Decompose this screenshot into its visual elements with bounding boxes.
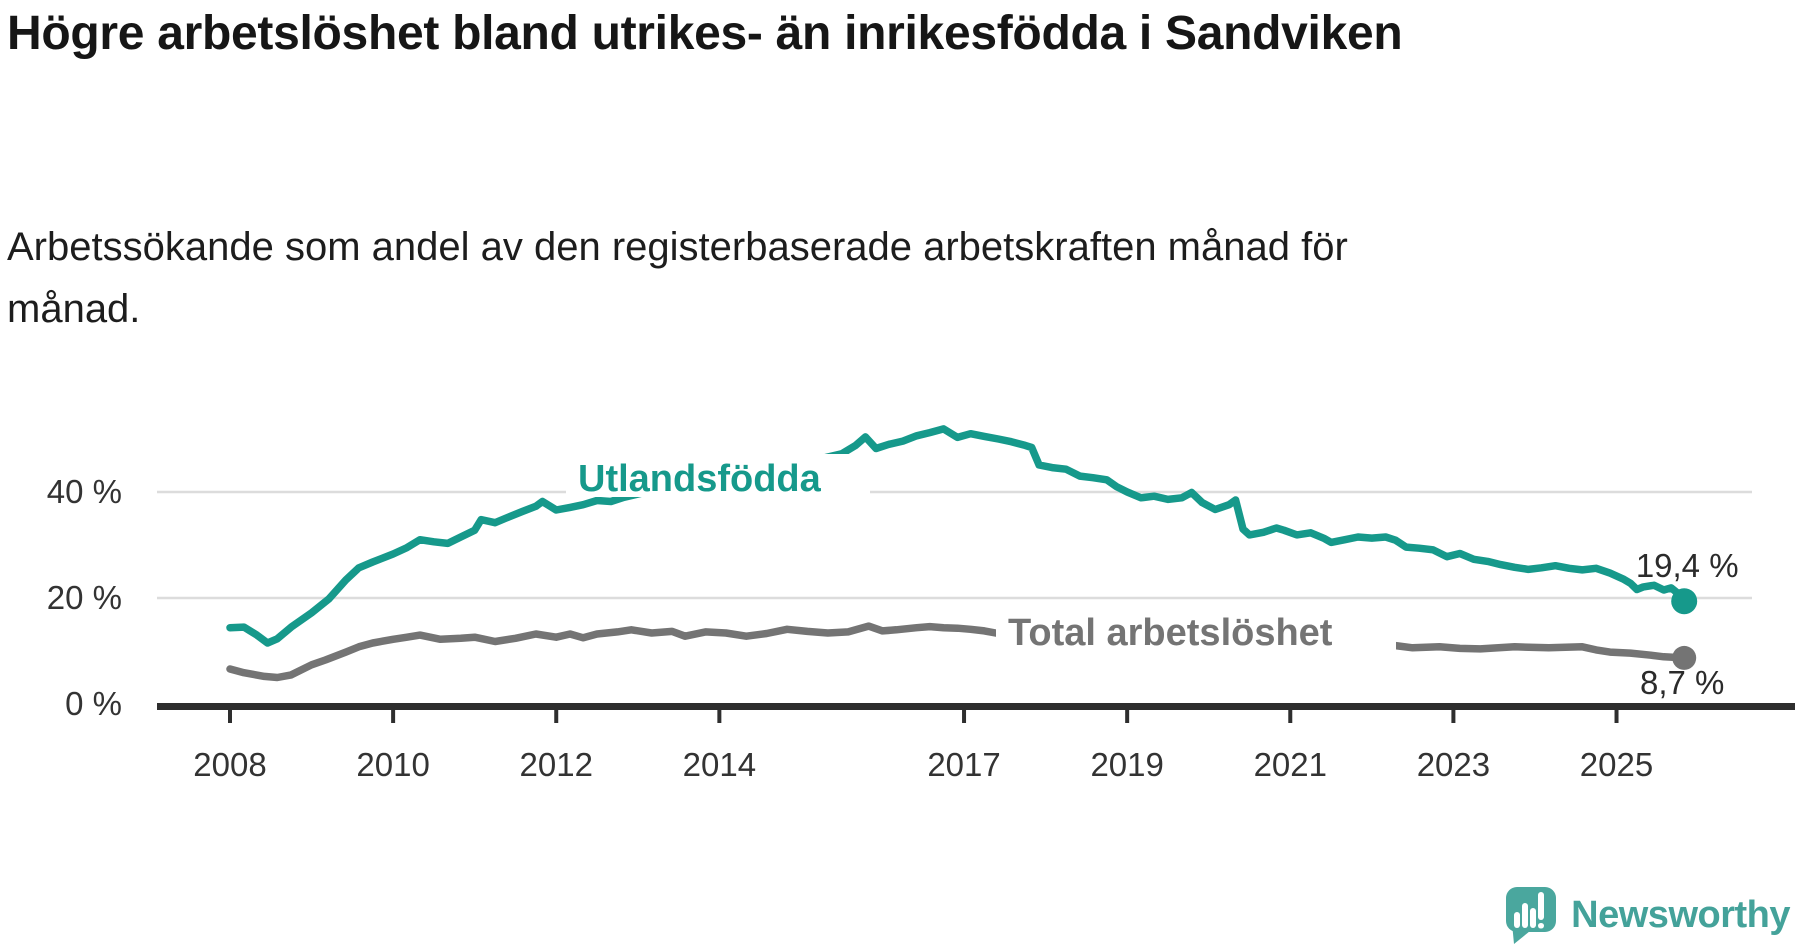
series-line-utlandsfodda: [226, 425, 1688, 647]
label-halo-total-arbetsloshet: [996, 607, 1396, 653]
newsworthy-logo-icon: [1506, 887, 1557, 944]
speech-bubble-tail: [1512, 923, 1531, 944]
end-value-utlandsfodda: 19,4 %: [1636, 547, 1739, 584]
y-tick-label: 0 %: [65, 685, 122, 722]
x-tick-label: 2012: [520, 746, 593, 783]
end-dot-utlandsfodda: [1671, 588, 1698, 615]
x-tick-label: 2014: [683, 746, 756, 783]
page-title: Högre arbetslöshet bland utrikes- än inr…: [7, 7, 1403, 60]
x-tick-label: 2010: [356, 746, 429, 783]
y-tick-label: 20 %: [47, 579, 122, 616]
x-tick-label: 2017: [927, 746, 1000, 783]
newsworthy-wordmark: Newsworthy: [1571, 894, 1790, 936]
y-axis-labels: 40 % 20 % 0 %: [47, 473, 122, 722]
x-tick-label: 2008: [193, 746, 266, 783]
series-label-utlandsfodda: Utlandsfödda: [578, 458, 822, 500]
x-axis-line: [157, 703, 1795, 710]
x-axis-labels: 2008 2010 2012 2014 2017 2019 2021 2023 2025: [193, 746, 1653, 783]
x-axis-ticks: [228, 710, 1619, 723]
chart-subtitle: Arbetssökande som andel av den registerb…: [7, 225, 1348, 331]
label-halo-utlandsfodda: [566, 454, 870, 497]
y-tick-label: 40 %: [47, 473, 122, 510]
x-tick-label: 2019: [1090, 746, 1163, 783]
end-value-total-arbetsloshet: 8,7 %: [1640, 664, 1724, 701]
series-line-total-arbetsloshet: [226, 622, 1688, 682]
x-tick-label: 2025: [1580, 746, 1653, 783]
end-dot-total-arbetsloshet: [1672, 645, 1697, 670]
x-tick-label: 2021: [1254, 746, 1327, 783]
newsworthy-logo[interactable]: Newsworthy: [1506, 885, 1790, 946]
x-tick-label: 2023: [1417, 746, 1490, 783]
y-gridlines: [157, 490, 1752, 600]
series-label-total-arbetsloshet: Total arbetslöshet: [1008, 612, 1333, 654]
